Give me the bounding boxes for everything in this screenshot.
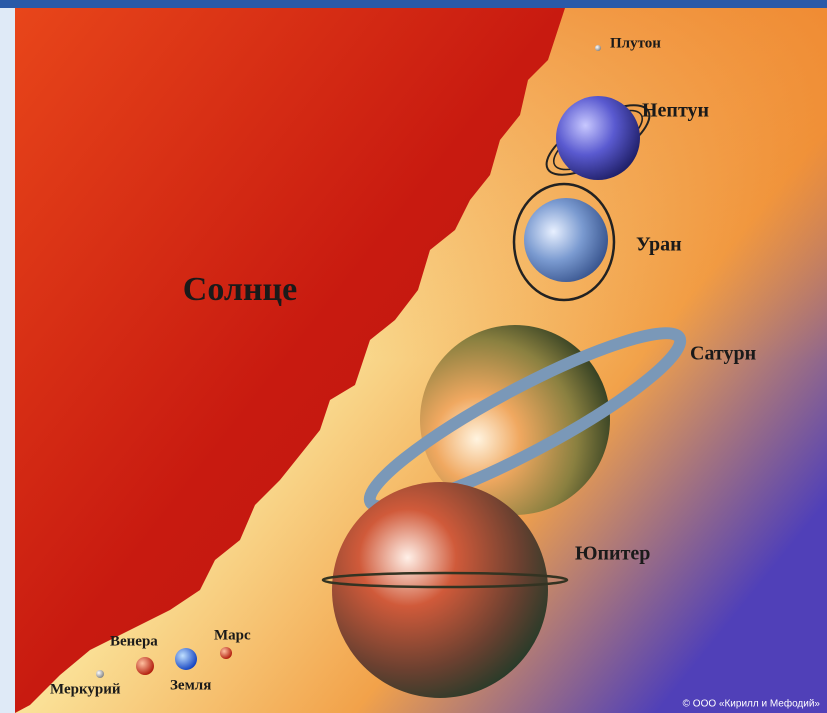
credit: © ООО «Кирилл и Мефодий» [683,698,821,710]
page: Солнце Плутон Нептун Уран Сатурн Юпитер … [0,0,827,713]
sun-label: Солнце [183,271,297,308]
planet-label: Уран [636,234,682,256]
planet-label: Венера [110,633,158,649]
planet-label: Сатурн [690,343,756,365]
illustration: Солнце Плутон Нептун Уран Сатурн Юпитер … [0,0,827,713]
pluto [595,45,601,51]
planet-label: Плутон [610,35,661,51]
earth [175,648,197,670]
planet-label: Марс [214,627,251,643]
planet-label: Юпитер [575,543,650,565]
planet-label: Меркурий [50,681,121,697]
planet-label: Земля [170,677,211,693]
planet-label: Нептун [642,100,709,122]
venus [136,657,154,675]
mars [220,647,232,659]
top-bar [0,0,827,8]
mercury [96,670,104,678]
